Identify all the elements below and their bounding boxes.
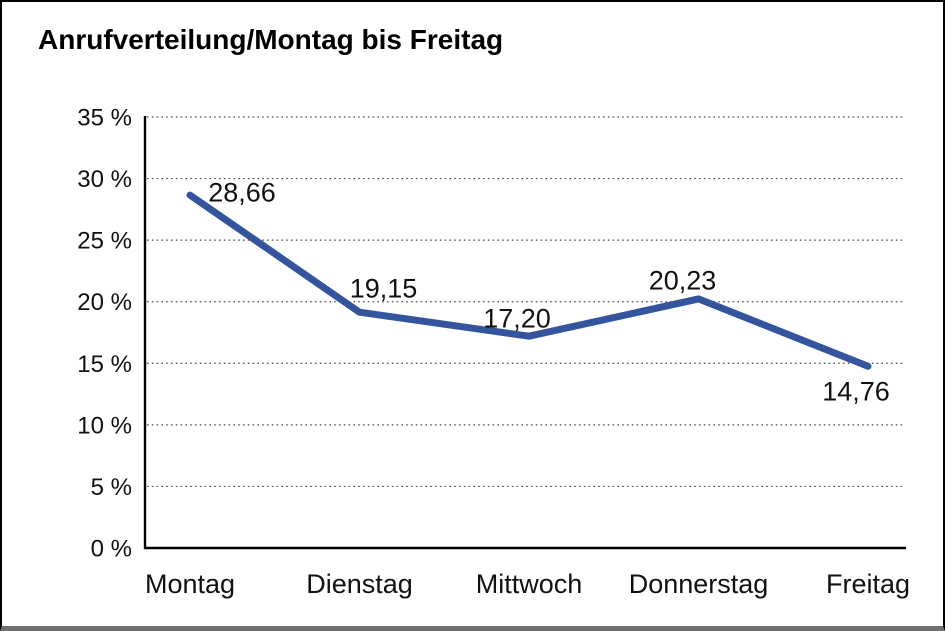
y-tick-label: 5 % <box>91 474 132 501</box>
x-tick-label: Montag <box>145 569 235 599</box>
x-tick-label: Freitag <box>826 569 910 599</box>
y-tick-label: 30 % <box>77 166 132 193</box>
data-label: 14,76 <box>822 377 890 407</box>
y-tick-label: 0 % <box>91 536 132 563</box>
x-tick-label: Donnerstag <box>629 569 769 599</box>
y-tick-label: 35 % <box>77 105 132 132</box>
x-tick-label: Mittwoch <box>476 569 583 599</box>
data-label: 28,66 <box>208 178 276 208</box>
chart-title: Anrufverteilung/Montag bis Freitag <box>38 24 504 55</box>
x-tick-label: Dienstag <box>306 569 413 599</box>
y-tick-label: 25 % <box>77 228 132 255</box>
y-tick-label: 10 % <box>77 412 132 439</box>
y-tick-label: 20 % <box>77 289 132 316</box>
data-label: 20,23 <box>649 265 717 295</box>
data-label: 19,15 <box>350 274 418 304</box>
chart-polyline <box>186 191 872 370</box>
y-tick-label: 15 % <box>77 351 132 378</box>
data-label: 17,20 <box>483 304 551 334</box>
